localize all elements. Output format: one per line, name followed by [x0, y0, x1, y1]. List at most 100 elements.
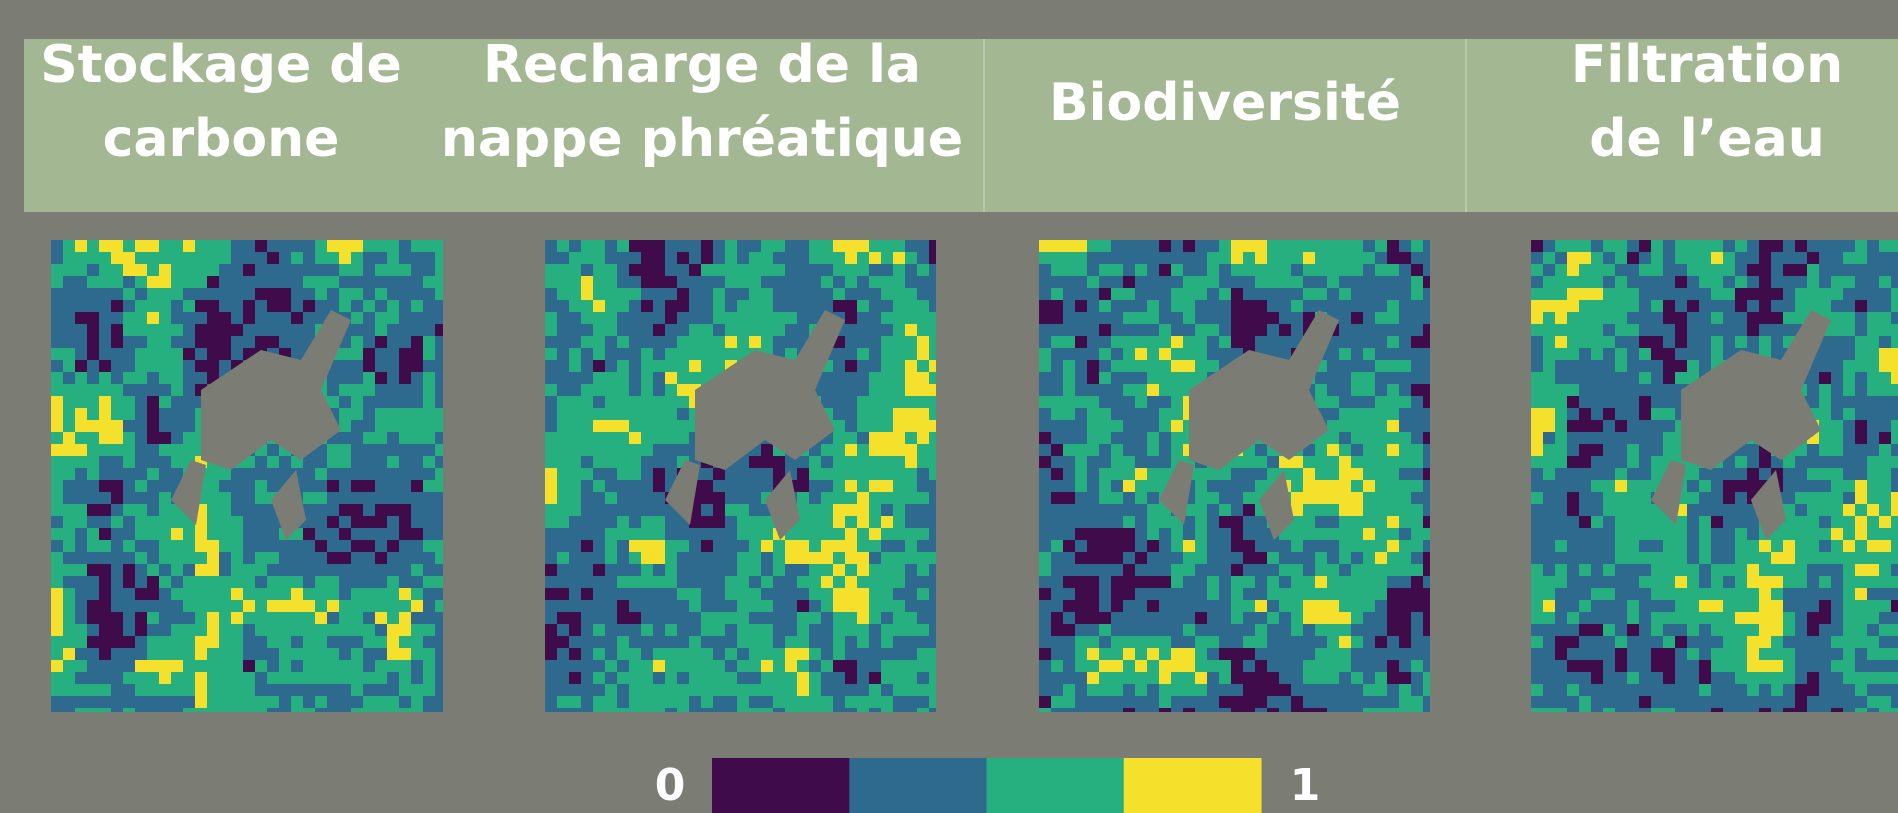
map-cell: [423, 480, 435, 492]
map-cell: [1603, 564, 1615, 576]
map-cell: [1411, 252, 1423, 264]
map-cell: [605, 648, 617, 660]
map-cell: [1087, 516, 1099, 528]
map-cell: [123, 600, 135, 612]
map-cell: [1339, 264, 1351, 276]
map-cell: [1663, 408, 1675, 420]
map-cell: [701, 264, 713, 276]
map-cell: [1207, 480, 1219, 492]
map-cell: [159, 540, 171, 552]
map-cell: [1339, 384, 1351, 396]
map-cell: [1735, 480, 1747, 492]
map-image: [545, 240, 936, 712]
map-cell: [315, 456, 327, 468]
map-cell: [147, 552, 159, 564]
map-cell: [1807, 600, 1819, 612]
map-cell: [1639, 420, 1651, 432]
map-cell: [1135, 600, 1147, 612]
map-cell: [1135, 240, 1147, 252]
map-cell: [821, 492, 833, 504]
map-cell: [183, 348, 195, 360]
map-cell: [1135, 432, 1147, 444]
map-cell: [51, 588, 63, 600]
map-cell: [677, 348, 689, 360]
map-cell: [617, 396, 629, 408]
map-cell: [917, 468, 929, 480]
map-cell: [749, 624, 761, 636]
map-cell: [665, 336, 677, 348]
map-cell: [1327, 420, 1339, 432]
map-cell: [135, 696, 147, 708]
map-cell: [1267, 588, 1279, 600]
map-cell: [243, 528, 255, 540]
map-cell: [159, 600, 171, 612]
map-cell: [363, 288, 375, 300]
map-cell: [881, 588, 893, 600]
map-cell: [435, 696, 443, 708]
map-cell: [1567, 672, 1579, 684]
map-cell: [1543, 396, 1555, 408]
map-cell: [363, 252, 375, 264]
map-cell: [905, 384, 917, 396]
map-cell: [1687, 312, 1699, 324]
map-cell: [1699, 300, 1711, 312]
map-cell: [641, 468, 653, 480]
map-cell: [1831, 540, 1843, 552]
map-cell: [1183, 636, 1195, 648]
map-cell: [1171, 612, 1183, 624]
map-cell: [1699, 660, 1711, 672]
map-cell: [833, 420, 845, 432]
map-cell: [1051, 672, 1063, 684]
map-cell: [1807, 696, 1819, 708]
map-cell: [653, 660, 665, 672]
map-cell: [1651, 684, 1663, 696]
map-cell: [1135, 684, 1147, 696]
map-cell: [1135, 300, 1147, 312]
map-cell: [195, 240, 207, 252]
map-cell: [833, 576, 845, 588]
map-cell: [1567, 588, 1579, 600]
map-cell: [557, 384, 569, 396]
map-cell: [1639, 492, 1651, 504]
map-cell: [267, 456, 279, 468]
map-cell: [1567, 336, 1579, 348]
map-cell: [1339, 708, 1351, 712]
map-cell: [605, 708, 617, 712]
map-cell: [51, 708, 63, 712]
map-cell: [893, 564, 905, 576]
map-cell: [279, 612, 291, 624]
map-cell: [99, 624, 111, 636]
map-cell: [1759, 456, 1771, 468]
map-cell: [905, 348, 917, 360]
map-cell: [1231, 312, 1243, 324]
map-cell: [905, 624, 917, 636]
map-cell: [1543, 708, 1555, 712]
map-cell: [881, 420, 893, 432]
map-cell: [123, 696, 135, 708]
map-cell: [641, 708, 653, 712]
map-cell: [135, 252, 147, 264]
map-cell: [1399, 408, 1411, 420]
map-cell: [725, 348, 737, 360]
map-cell: [1111, 552, 1123, 564]
map-cell: [183, 360, 195, 372]
map-cell: [87, 444, 99, 456]
map-cell: [1603, 504, 1615, 516]
map-cell: [857, 420, 869, 432]
map-cell: [773, 552, 785, 564]
map-cell: [435, 516, 443, 528]
map-cell: [111, 540, 123, 552]
map-cell: [1075, 312, 1087, 324]
map-cell: [1159, 324, 1171, 336]
map-cell: [1411, 684, 1423, 696]
map-cell: [593, 624, 605, 636]
map-cell: [111, 504, 123, 516]
map-cell: [689, 708, 701, 712]
map-cell: [569, 300, 581, 312]
map-cell: [339, 444, 351, 456]
map-cell: [1639, 528, 1651, 540]
map-cell: [1063, 648, 1075, 660]
map-cell: [1735, 492, 1747, 504]
map-cell: [701, 492, 713, 504]
map-cell: [1375, 588, 1387, 600]
